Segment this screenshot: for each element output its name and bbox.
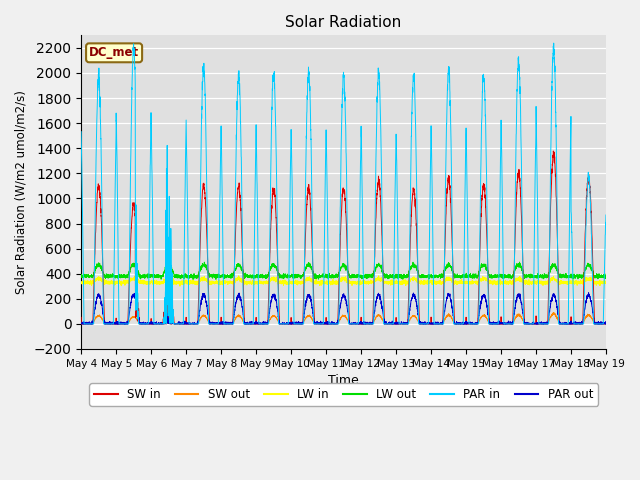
PAR in xyxy=(324,235,332,241)
PAR in xyxy=(461,191,469,196)
PAR out xyxy=(324,321,332,327)
LW in xyxy=(172,279,179,285)
LW in xyxy=(491,280,499,286)
PAR out xyxy=(585,290,593,296)
Line: LW in: LW in xyxy=(81,276,606,286)
SW in xyxy=(550,148,557,154)
Line: PAR out: PAR out xyxy=(81,293,606,324)
PAR out xyxy=(602,320,610,325)
Line: PAR in: PAR in xyxy=(81,43,606,324)
SW in xyxy=(432,321,440,327)
LW out xyxy=(189,276,197,282)
SW out xyxy=(77,321,85,327)
SW in xyxy=(602,321,609,327)
PAR out xyxy=(461,320,469,326)
LW out xyxy=(602,276,609,281)
SW out xyxy=(550,310,558,315)
LW in xyxy=(432,280,440,286)
LW out xyxy=(77,272,85,278)
LW in xyxy=(77,281,85,287)
SW out xyxy=(491,321,499,327)
Title: Solar Radiation: Solar Radiation xyxy=(285,15,402,30)
LW out xyxy=(432,275,440,280)
LW out xyxy=(516,259,524,265)
SW in xyxy=(324,321,332,327)
PAR in xyxy=(602,212,610,218)
SW out xyxy=(461,321,469,327)
PAR in xyxy=(602,225,609,230)
LW out xyxy=(602,274,610,279)
LW in xyxy=(324,279,332,285)
SW in xyxy=(461,321,469,327)
X-axis label: Time: Time xyxy=(328,374,359,387)
Text: DC_met: DC_met xyxy=(89,46,139,60)
LW out xyxy=(172,274,179,279)
PAR out xyxy=(491,321,499,326)
Y-axis label: Solar Radiation (W/m2 umol/m2/s): Solar Radiation (W/m2 umol/m2/s) xyxy=(15,90,28,294)
LW in xyxy=(176,283,184,289)
Legend: SW in, SW out, LW in, LW out, PAR in, PAR out: SW in, SW out, LW in, LW out, PAR in, PA… xyxy=(90,384,598,406)
SW in xyxy=(602,319,610,324)
SW out xyxy=(602,321,610,327)
Line: SW out: SW out xyxy=(81,312,606,324)
SW in xyxy=(77,321,85,327)
PAR out xyxy=(172,321,179,327)
PAR out xyxy=(77,320,85,325)
LW in xyxy=(166,273,173,278)
LW out xyxy=(461,275,469,280)
PAR out xyxy=(77,321,85,327)
PAR in xyxy=(550,40,557,46)
PAR in xyxy=(491,321,499,327)
Line: LW out: LW out xyxy=(81,262,606,279)
PAR out xyxy=(602,321,609,327)
LW out xyxy=(491,274,499,280)
SW out xyxy=(432,321,440,327)
SW in xyxy=(77,314,85,320)
PAR out xyxy=(432,321,440,327)
SW in xyxy=(172,321,179,327)
SW out xyxy=(602,321,609,327)
PAR in xyxy=(432,321,440,327)
SW in xyxy=(491,321,499,327)
SW out xyxy=(324,321,332,327)
PAR in xyxy=(80,321,88,327)
Line: SW in: SW in xyxy=(81,151,606,324)
SW out xyxy=(172,321,179,327)
LW out xyxy=(324,273,332,278)
LW in xyxy=(461,279,469,285)
LW in xyxy=(602,278,609,284)
PAR in xyxy=(172,321,179,327)
LW in xyxy=(602,278,610,284)
SW out xyxy=(77,321,85,326)
PAR in xyxy=(77,129,85,134)
